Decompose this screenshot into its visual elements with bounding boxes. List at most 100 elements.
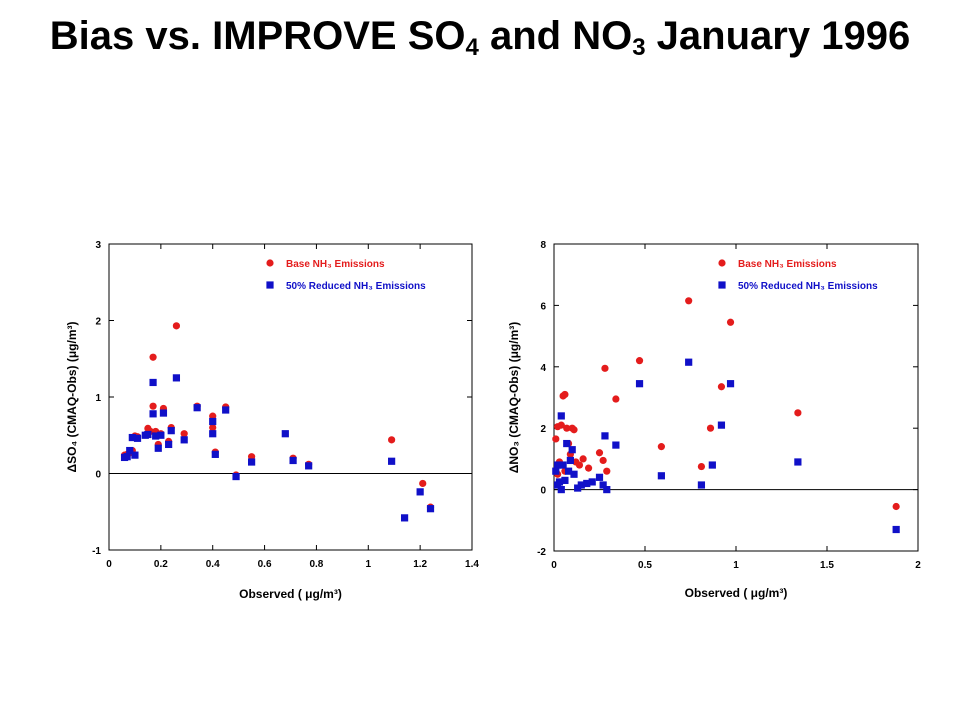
x-axis-label: Observed ( μg/m³) [239, 587, 342, 601]
data-point-reduced [657, 472, 665, 480]
legend-marker-base [718, 259, 726, 267]
legend-label: 50% Reduced NH₃ Emissions [286, 281, 426, 292]
data-point-reduced [133, 434, 142, 442]
data-point-base [657, 443, 665, 451]
data-point-reduced [193, 404, 201, 412]
data-point-reduced [559, 461, 567, 469]
data-point-reduced [209, 430, 217, 438]
x-tick-label: 0.4 [206, 559, 220, 570]
data-point-reduced [167, 427, 175, 435]
data-point-base [706, 424, 715, 432]
x-tick-label: 0 [551, 560, 557, 571]
legend: Base NH₃ Emissions 50% Reduced NH₃ Emissi… [266, 259, 426, 292]
x-tick-label: 1.4 [465, 559, 479, 570]
data-point-base [603, 467, 611, 475]
data-point-reduced [561, 476, 569, 484]
data-point-reduced [555, 478, 564, 486]
data-point-base [599, 456, 607, 465]
title-text: and NO [478, 14, 633, 58]
legend-label: Base NH₃ Emissions [286, 259, 385, 270]
data-point-base [552, 435, 560, 443]
series-base [552, 297, 900, 511]
data-point-base [149, 402, 157, 410]
data-point-reduced [892, 525, 900, 534]
y-tick-label: -1 [92, 546, 101, 557]
data-point-reduced [126, 446, 134, 455]
data-point-reduced [563, 439, 571, 448]
data-point-base [697, 462, 706, 471]
x-tick-label: 2 [915, 560, 921, 571]
data-point-reduced [794, 458, 802, 466]
data-point-reduced [577, 481, 585, 489]
data-point-reduced [400, 514, 409, 522]
data-point-reduced [289, 456, 297, 465]
page-title: Bias vs. IMPROVE SO4 and NO3 January 199… [0, 14, 960, 62]
data-point-base [892, 502, 900, 511]
data-point-reduced [726, 380, 735, 388]
y-tick-label: 1 [95, 393, 101, 404]
legend: Base NH₃ Emissions 50% Reduced NH₃ Emissi… [718, 259, 878, 292]
x-tick-label: 0.8 [309, 559, 323, 570]
data-point-base [561, 390, 569, 399]
data-point-base [419, 479, 427, 488]
data-point-base [575, 461, 584, 469]
data-point-reduced [248, 458, 256, 466]
data-point-base [601, 364, 609, 372]
data-point-reduced [152, 432, 160, 440]
x-tick-label: 1.2 [413, 559, 427, 570]
data-point-reduced [165, 440, 173, 449]
data-point-reduced [157, 431, 165, 439]
data-point-reduced [209, 417, 217, 426]
data-point-reduced [595, 473, 604, 481]
data-point-reduced [552, 467, 560, 475]
series-reduced [552, 358, 900, 534]
data-point-base [579, 455, 587, 463]
data-point-reduced [149, 378, 157, 387]
data-point-base [570, 426, 578, 434]
legend-label: 50% Reduced NH₃ Emissions [738, 281, 878, 292]
y-tick-label: 0 [95, 470, 101, 481]
data-point-reduced [603, 486, 611, 494]
data-point-reduced [717, 421, 726, 429]
data-point-reduced [557, 486, 565, 494]
data-point-base [685, 297, 693, 305]
data-point-base [209, 424, 217, 432]
data-point-reduced [144, 430, 152, 439]
y-tick-label: -2 [537, 547, 546, 558]
data-point-reduced [180, 436, 188, 444]
data-point-reduced [564, 467, 573, 475]
data-point-base [717, 383, 726, 391]
data-point-base [612, 395, 620, 403]
title-subscript: 4 [465, 34, 479, 61]
legend-marker-base [266, 259, 274, 267]
y-axis-label: ΔSO₄ (CMAQ-Obs) (μg/m³) [65, 321, 79, 472]
series-base [120, 322, 435, 511]
data-point-reduced [570, 470, 578, 478]
data-point-reduced [172, 374, 181, 382]
data-point-reduced [123, 453, 131, 461]
title-text: January 1996 [645, 14, 911, 58]
data-point-reduced [612, 441, 620, 449]
y-tick-label: 8 [540, 240, 546, 251]
data-point-reduced [388, 457, 396, 465]
x-axis-label: Observed ( μg/m³) [685, 586, 788, 600]
legend-marker-reduced [718, 281, 726, 289]
y-tick-label: 3 [95, 240, 101, 251]
data-point-reduced [568, 446, 576, 454]
data-point-reduced [154, 444, 162, 452]
data-point-reduced [708, 461, 716, 469]
data-point-base [563, 424, 571, 432]
legend-marker-reduced [266, 281, 274, 289]
data-point-reduced [635, 380, 644, 388]
y-tick-label: 6 [540, 301, 546, 312]
data-point-reduced [583, 479, 591, 488]
data-point-base [388, 436, 396, 444]
data-point-reduced [599, 481, 607, 489]
data-point-base [180, 430, 188, 438]
data-point-reduced [211, 450, 219, 458]
data-point-reduced [416, 488, 424, 496]
y-axis-label: ΔNO₃ (CMAQ-Obs) (μg/m³) [507, 322, 521, 474]
data-point-reduced [222, 406, 230, 414]
data-point-reduced [281, 430, 289, 438]
data-point-base [149, 353, 157, 361]
